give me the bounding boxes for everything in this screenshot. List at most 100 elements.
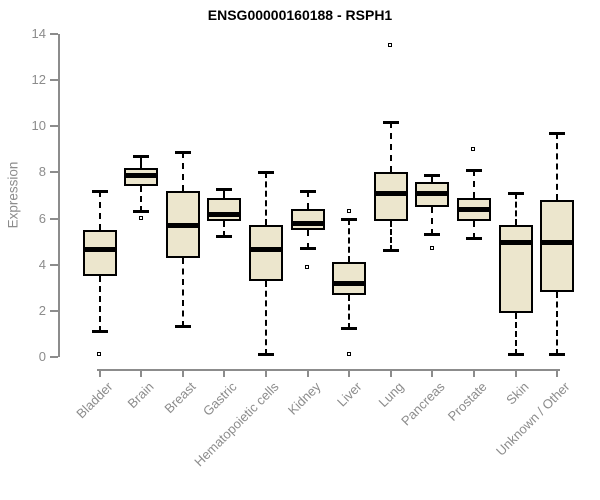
whisker-cap-lower [507,352,524,356]
whisker-cap-upper [174,150,191,154]
y-tick-label: 10 [31,118,46,134]
outlier-point [429,246,434,251]
y-tick-label: 12 [31,72,46,88]
whisker-upper [306,190,309,210]
whisker-cap-lower [424,232,441,236]
x-tick [348,369,351,377]
y-tick [50,79,58,82]
whisker-cap-lower [91,329,108,333]
x-tick [306,369,309,377]
x-tick [472,369,475,377]
box [248,225,283,281]
whisker-upper [348,218,351,263]
box [373,172,408,221]
whisker-cap-lower [299,246,316,250]
y-tick [50,356,58,358]
whisker-cap-upper [341,217,358,221]
y-tick [50,263,58,266]
box [82,230,117,277]
x-tick [181,369,184,377]
x-tick-label: Breast [161,379,199,417]
x-tick [264,369,267,377]
whisker-cap-lower [465,237,482,241]
whisker-upper [514,193,517,226]
y-tick [50,125,58,128]
x-tick [98,369,101,377]
outlier-point [471,146,476,151]
whisker-cap-lower [382,248,399,252]
x-tick [140,369,143,377]
median-line [415,191,450,197]
x-tick-label: Pancreas [398,379,448,429]
x-axis-line [97,369,560,371]
median-line [207,211,242,217]
median-line [290,221,325,227]
outlier-point [346,352,351,357]
whisker-cap-upper [549,132,566,136]
whisker-lower [98,276,101,332]
whisker-cap-upper [216,187,233,191]
whisker-lower [306,230,309,249]
whisker-upper [140,156,143,168]
median-line [248,246,283,252]
whisker-lower [348,294,351,330]
x-tick-label: Skin [502,379,532,408]
median-line [124,172,159,178]
y-tick-label: 4 [38,256,46,272]
y-tick [50,217,58,220]
x-tick-label: Kidney [284,379,324,418]
median-line [82,246,117,252]
median-line [498,239,533,245]
whisker-upper [98,190,101,231]
whisker-lower [223,220,226,238]
chart-title: ENSG00000160188 - RSPH1 [207,7,393,23]
x-tick [514,369,517,377]
y-tick [50,33,58,35]
box [207,197,242,221]
y-tick [50,309,58,312]
whisker-cap-lower [133,209,150,213]
whisker-upper [181,151,184,191]
whisker-lower [140,186,143,212]
y-tick-label: 0 [38,349,46,364]
y-axis-line [58,34,60,357]
median-line [456,207,491,213]
whisker-cap-upper [257,171,274,175]
median-line [373,191,408,197]
whisker-upper [223,188,226,198]
x-tick-label: Brain [124,379,157,412]
whisker-lower [181,257,184,327]
whisker-lower [514,313,517,355]
outlier-point [388,43,393,48]
box [498,225,533,314]
whisker-upper [556,133,559,201]
whisker-cap-lower [257,352,274,356]
whisker-cap-upper [133,155,150,159]
x-tick-label: Lung [375,379,407,411]
x-tick-label: Prostate [444,379,490,424]
y-tick-label: 2 [38,302,46,318]
x-tick-label: Liver [334,379,365,410]
whisker-cap-upper [424,173,441,177]
box [290,209,325,231]
y-tick-label: 8 [38,164,46,180]
median-line [540,239,575,245]
x-tick [389,369,392,377]
whisker-cap-upper [91,189,108,193]
outlier-point [97,352,101,357]
outlier-point [138,216,143,221]
whisker-cap-upper [507,192,524,196]
x-tick-label: Gastric [200,379,240,419]
whisker-upper [389,121,392,173]
whisker-cap-upper [465,169,482,173]
median-line [332,281,367,287]
whisker-cap-upper [299,189,316,193]
whisker-cap-lower [341,327,358,331]
whisker-lower [264,280,267,355]
whisker-upper [264,172,267,226]
whisker-cap-lower [549,352,566,356]
median-line [165,223,200,229]
x-tick [223,369,226,377]
y-tick-label: 6 [38,210,46,226]
